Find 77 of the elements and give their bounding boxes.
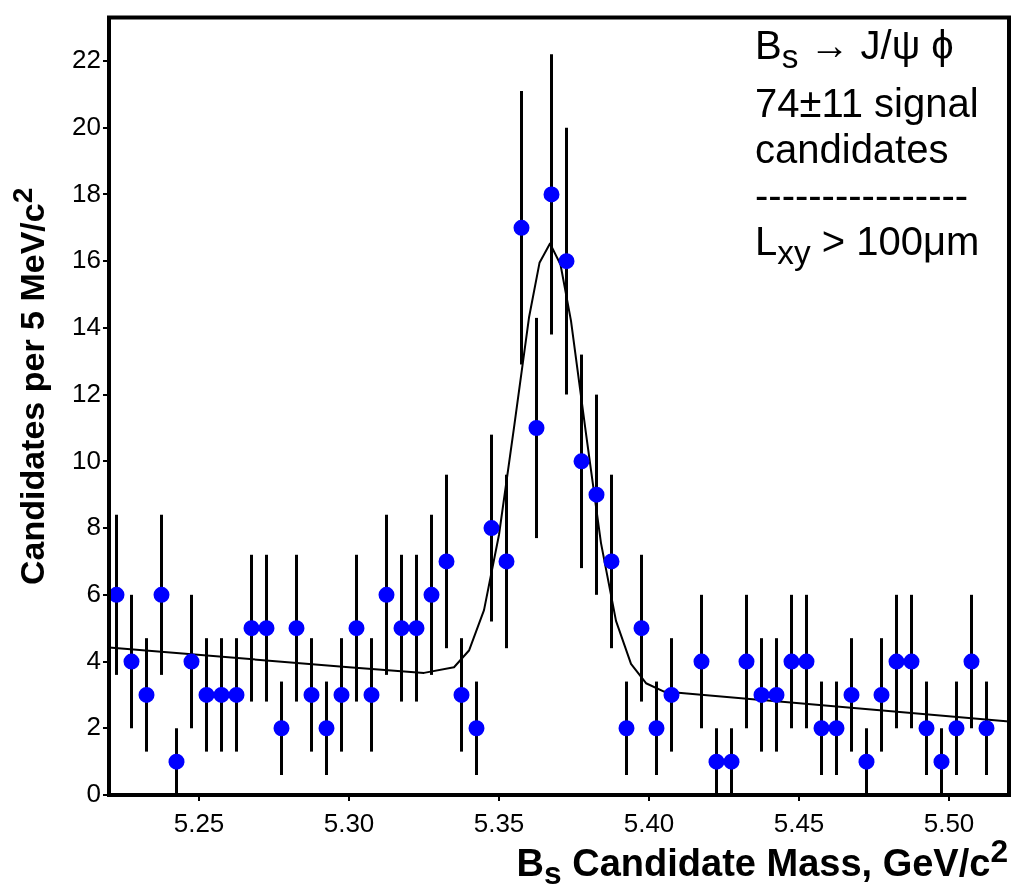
point bbox=[153, 586, 170, 603]
y-tick-label: 22 bbox=[72, 44, 101, 75]
point bbox=[318, 720, 335, 737]
point bbox=[888, 653, 905, 670]
y-tick-label: 14 bbox=[72, 311, 101, 342]
y-tick-label: 10 bbox=[72, 444, 101, 475]
point bbox=[798, 653, 815, 670]
point bbox=[243, 620, 260, 637]
point bbox=[438, 553, 455, 570]
point bbox=[618, 720, 635, 737]
x-tick-label: 5.30 bbox=[323, 807, 375, 838]
point bbox=[378, 586, 395, 603]
point bbox=[588, 486, 605, 503]
point bbox=[903, 653, 920, 670]
point bbox=[978, 720, 995, 737]
point bbox=[543, 186, 560, 203]
annotation: L$_{xy}$ > 100μm bbox=[755, 218, 980, 273]
point bbox=[918, 720, 935, 737]
y-tick-label: 12 bbox=[72, 377, 101, 408]
point bbox=[258, 620, 275, 637]
point bbox=[828, 720, 845, 737]
point bbox=[228, 686, 245, 703]
annotation: B$_{s}$ → J/ψ ϕ bbox=[755, 22, 955, 77]
y-tick-label: 0 bbox=[86, 778, 101, 809]
point bbox=[498, 553, 515, 570]
point bbox=[933, 753, 950, 770]
point bbox=[393, 620, 410, 637]
point bbox=[813, 720, 830, 737]
point bbox=[288, 620, 305, 637]
annotation: 74±11 signal bbox=[755, 80, 980, 126]
point bbox=[843, 686, 860, 703]
point bbox=[123, 653, 140, 670]
point bbox=[453, 686, 470, 703]
y-tick-label: 2 bbox=[86, 711, 101, 742]
y-tick-label: 18 bbox=[72, 177, 101, 208]
point bbox=[483, 520, 500, 537]
point bbox=[408, 620, 425, 637]
point bbox=[303, 686, 320, 703]
annotation: ---------------- bbox=[755, 172, 970, 218]
point bbox=[348, 620, 365, 637]
point bbox=[528, 419, 545, 436]
point bbox=[603, 553, 620, 570]
y-tick-label: 16 bbox=[72, 244, 101, 275]
point bbox=[183, 653, 200, 670]
point bbox=[738, 653, 755, 670]
point bbox=[558, 253, 575, 270]
point bbox=[198, 686, 215, 703]
point bbox=[963, 653, 980, 670]
y-tick-label: 8 bbox=[86, 511, 101, 542]
point bbox=[213, 686, 230, 703]
point bbox=[858, 753, 875, 770]
point bbox=[109, 586, 125, 603]
point bbox=[633, 620, 650, 637]
point bbox=[648, 720, 665, 737]
point bbox=[573, 453, 590, 470]
y-tick-label: 6 bbox=[86, 577, 101, 608]
annotation: candidates bbox=[755, 126, 950, 172]
point bbox=[948, 720, 965, 737]
point bbox=[138, 686, 155, 703]
y-tick-label: 4 bbox=[86, 644, 101, 675]
point bbox=[333, 686, 350, 703]
point bbox=[663, 686, 680, 703]
point bbox=[168, 753, 185, 770]
point bbox=[423, 586, 440, 603]
point bbox=[513, 219, 530, 236]
point bbox=[768, 686, 785, 703]
point bbox=[753, 686, 770, 703]
point bbox=[468, 720, 485, 737]
point bbox=[873, 686, 890, 703]
point bbox=[693, 653, 710, 670]
x-tick-label: 5.25 bbox=[173, 807, 225, 838]
point bbox=[783, 653, 800, 670]
point bbox=[723, 753, 740, 770]
point bbox=[708, 753, 725, 770]
y-tick-label: 20 bbox=[72, 110, 101, 141]
point bbox=[363, 686, 380, 703]
point bbox=[273, 720, 290, 737]
